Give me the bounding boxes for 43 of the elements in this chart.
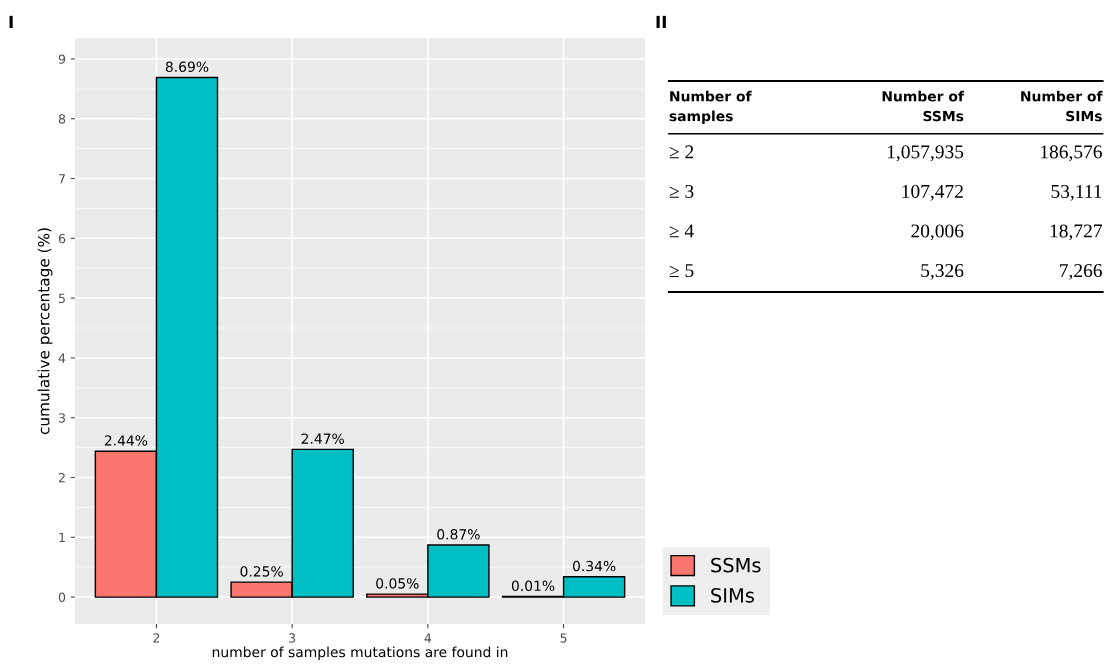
text: II	[656, 15, 666, 28]
text: ≥ 5	[669, 264, 694, 278]
text: ≥ 3	[669, 184, 694, 198]
y-axis-title: cumulative percentage (%)	[37, 228, 53, 435]
text: Number of SSMs	[882, 90, 965, 122]
text: 18,727	[1050, 224, 1102, 241]
x-tick-label: 3	[289, 633, 296, 643]
text: 5,326	[921, 264, 964, 280]
data-label: 0.05%	[376, 578, 419, 589]
y-tick-label: 4	[58, 353, 66, 363]
y-tick-label: 9	[58, 54, 66, 64]
y-tick-label: 8	[58, 114, 66, 124]
text: 7,266	[1060, 264, 1102, 280]
y-tick-label: 6	[58, 233, 66, 244]
y-tick-label: 0	[58, 592, 66, 603]
data-label: 0.87%	[437, 529, 480, 540]
legend-label: SSMs	[711, 557, 761, 573]
data-label: 2.47%	[301, 433, 344, 444]
y-tick-label: 3	[58, 413, 65, 423]
x-tick-label: 4	[424, 633, 432, 643]
text: Number of samples	[669, 90, 752, 124]
chart-title: I	[9, 15, 13, 28]
data-label: 2.44%	[104, 435, 148, 446]
x-axis-title: number of samples mutations are found in	[212, 646, 508, 660]
x-tick-label: 5	[560, 633, 567, 643]
text: 20,006	[911, 224, 964, 241]
legend-label: SIMs	[711, 588, 754, 603]
text: ≥ 4	[669, 224, 694, 238]
data-label: 0.34%	[572, 560, 616, 572]
text: 53,111	[1051, 184, 1102, 201]
text: Number of SIMs	[1021, 90, 1103, 122]
data-label: 0.01%	[511, 580, 555, 592]
y-tick-label: 2	[58, 472, 65, 483]
data-label: 8.69%	[165, 61, 209, 72]
data-label: 0.25%	[240, 566, 283, 577]
text: 107,472	[902, 184, 963, 201]
y-tick-label: 5	[58, 293, 65, 304]
text: 186,576	[1041, 145, 1102, 162]
y-tick-label: 1	[59, 532, 65, 543]
y-tick-label: 7	[59, 174, 65, 184]
text: 1,057,935	[887, 145, 964, 162]
text: ≥ 2	[669, 145, 694, 159]
x-tick-label: 2	[153, 633, 160, 643]
